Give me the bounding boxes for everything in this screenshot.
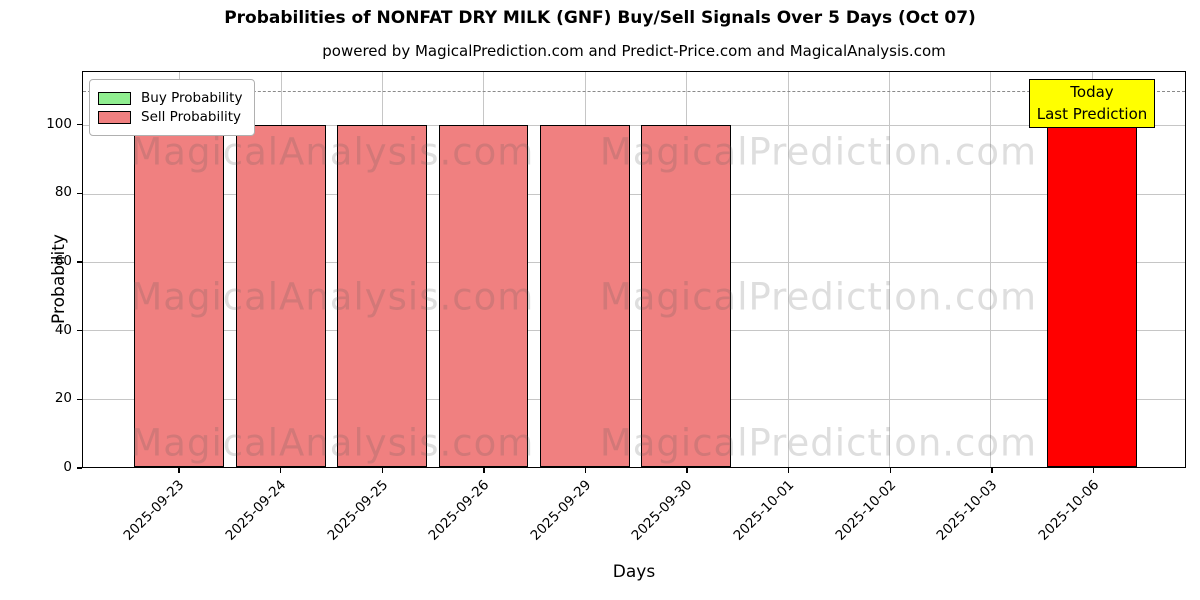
x-tick-label: 2025-09-25 bbox=[324, 477, 391, 544]
y-tick-label: 20 bbox=[54, 390, 72, 407]
y-tick-mark bbox=[77, 467, 82, 469]
watermark-analysis: MagicalAnalysis.com bbox=[130, 130, 535, 174]
x-tick-label: 2025-10-03 bbox=[933, 477, 1001, 544]
sell-bar bbox=[539, 125, 630, 467]
today-sell-bar bbox=[1046, 125, 1137, 467]
sell-bar bbox=[337, 125, 427, 467]
y-tick-label: 60 bbox=[54, 252, 72, 269]
x-tick-label: 2025-09-30 bbox=[628, 477, 696, 544]
horizontal-gridline bbox=[83, 125, 1185, 127]
watermark-prediction: MagicalPrediction.com bbox=[599, 130, 1038, 174]
watermark-prediction: MagicalPrediction.com bbox=[599, 421, 1038, 465]
y-tick-mark bbox=[77, 261, 82, 263]
y-tick-mark bbox=[77, 123, 82, 126]
x-tick-mark bbox=[279, 468, 282, 473]
vertical-gridline bbox=[990, 72, 992, 467]
watermark-analysis: MagicalAnalysis.com bbox=[130, 275, 535, 319]
vertical-gridline bbox=[787, 72, 789, 467]
x-tick-mark bbox=[178, 468, 180, 473]
horizontal-gridline bbox=[83, 261, 1185, 263]
y-tick-label: 40 bbox=[54, 321, 72, 338]
legend-buy-label: Buy Probability bbox=[141, 90, 243, 106]
x-tick-label: 2025-10-06 bbox=[1035, 477, 1103, 544]
horizontal-gridline bbox=[83, 398, 1185, 400]
x-tick-label: 2025-10-01 bbox=[730, 477, 798, 544]
y-tick-label: 80 bbox=[54, 184, 72, 201]
threshold-dashed-line bbox=[83, 91, 1185, 93]
chart-title: Probabilities of NONFAT DRY MILK (GNF) B… bbox=[224, 8, 976, 28]
y-tick-mark bbox=[77, 398, 82, 400]
x-axis-title: Days bbox=[612, 562, 656, 582]
today-annotation: Today Last Prediction bbox=[1029, 79, 1155, 128]
x-tick-label: 2025-09-29 bbox=[527, 477, 595, 544]
sell-swatch-icon bbox=[98, 110, 131, 124]
x-tick-mark bbox=[584, 468, 587, 473]
y-tick-label: 0 bbox=[63, 459, 72, 475]
legend-sell-label: Sell Probability bbox=[141, 109, 242, 125]
watermark-analysis: MagicalAnalysis.com bbox=[130, 421, 535, 465]
x-tick-label: 2025-10-02 bbox=[832, 477, 899, 544]
y-axis-title: Probability bbox=[48, 234, 69, 324]
sell-bar bbox=[438, 125, 529, 467]
chart-subtitle: powered by MagicalPrediction.com and Pre… bbox=[322, 42, 946, 60]
horizontal-gridline bbox=[83, 330, 1185, 332]
x-tick-mark bbox=[381, 468, 383, 473]
today-annotation-line2: Last Prediction bbox=[1036, 104, 1148, 123]
buy-swatch-icon bbox=[98, 91, 131, 105]
x-tick-label: 2025-09-24 bbox=[222, 477, 290, 544]
y-tick-label: 100 bbox=[46, 115, 72, 132]
plot-area: MagicalAnalysis.com MagicalPrediction.com… bbox=[82, 71, 1186, 468]
x-tick-mark bbox=[787, 468, 790, 473]
vertical-gridline bbox=[889, 72, 891, 467]
x-tick-mark bbox=[1092, 468, 1095, 473]
chart-legend: Buy Probability Sell Probability bbox=[89, 79, 256, 136]
sell-bar bbox=[641, 125, 732, 467]
y-tick-mark bbox=[77, 329, 82, 332]
sell-bar bbox=[235, 125, 326, 467]
legend-item-buy: Buy Probability bbox=[98, 90, 242, 106]
x-tick-mark bbox=[483, 468, 485, 473]
x-tick-mark bbox=[686, 468, 688, 473]
watermark-prediction: MagicalPrediction.com bbox=[599, 275, 1038, 319]
x-tick-label: 2025-09-26 bbox=[425, 477, 493, 544]
today-annotation-line1: Today bbox=[1070, 82, 1114, 101]
legend-item-sell: Sell Probability bbox=[98, 109, 242, 125]
horizontal-gridline bbox=[83, 193, 1185, 195]
x-tick-label: 2025-09-23 bbox=[120, 477, 188, 544]
sell-bar bbox=[134, 125, 225, 467]
x-tick-mark bbox=[889, 468, 891, 473]
x-tick-mark bbox=[991, 468, 993, 473]
y-tick-mark bbox=[77, 192, 82, 194]
